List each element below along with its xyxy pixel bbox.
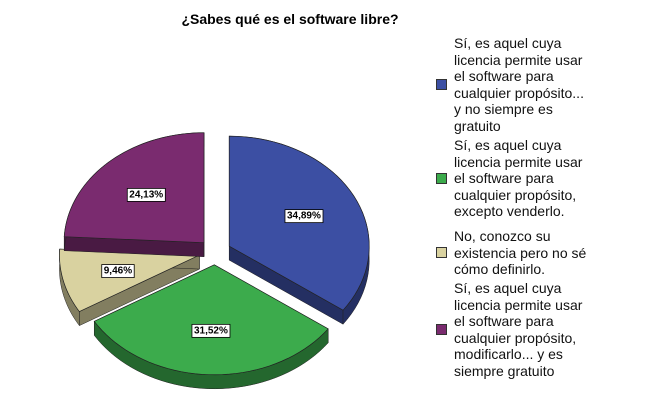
value-label: 34,89% <box>287 211 321 222</box>
legend-swatch <box>436 247 447 259</box>
value-label: 31,52% <box>194 325 228 336</box>
value-label: 24,13% <box>129 189 163 200</box>
slice <box>93 264 329 376</box>
value-label-box <box>126 188 166 202</box>
value-label-box <box>191 323 231 338</box>
slice <box>228 135 370 311</box>
legend-swatch <box>436 79 447 90</box>
legend-label: No, conozco su existencia pero no sé cóm… <box>454 228 587 277</box>
legend-label: Sí, es aquel cuya licencia permite usar … <box>454 280 583 379</box>
slice-group <box>93 264 329 390</box>
legend-item: Sí, es aquel cuya licencia permite usar … <box>436 280 594 379</box>
legend-swatch <box>436 172 447 184</box>
chart-title: ¿Sabes qué es el software libre? <box>181 11 398 27</box>
slice-group <box>63 132 205 257</box>
slice <box>59 248 200 313</box>
slice <box>63 132 205 244</box>
legend-item: Sí, es aquel cuya licencia permite usar … <box>436 35 594 134</box>
legend-swatch <box>436 324 447 335</box>
legend-item: Sí, es aquel cuya licencia permite usar … <box>436 137 594 220</box>
slice-group <box>228 135 370 325</box>
legend-label: Sí, es aquel cuya licencia permite usar … <box>454 137 583 219</box>
value-label-box <box>284 209 324 224</box>
value-label: 9,46% <box>104 266 132 277</box>
value-label-box <box>101 264 135 278</box>
legend-label: Sí, es aquel cuya licencia permite usar … <box>454 35 584 134</box>
legend-item: No, conozco su existencia pero no sé cóm… <box>436 228 594 278</box>
